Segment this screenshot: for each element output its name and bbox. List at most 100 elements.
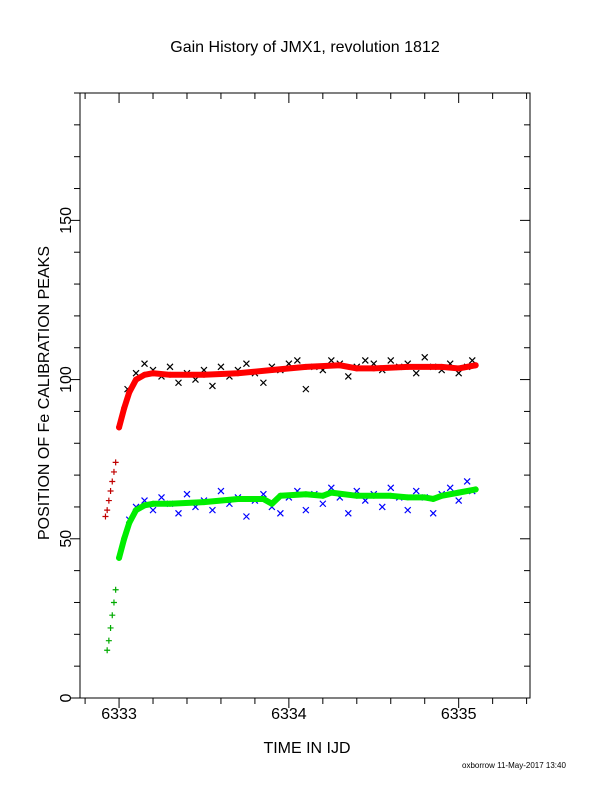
footer-note: oxborrow 11-May-2017 13:40 (462, 761, 566, 770)
data-point (344, 509, 352, 517)
fit-point (141, 371, 148, 378)
fit-point (387, 492, 394, 499)
fit-point (167, 500, 173, 507)
data-point (217, 487, 225, 495)
data-point (387, 484, 395, 492)
data-point (107, 624, 114, 631)
data-point (166, 363, 174, 371)
data-point (421, 353, 429, 361)
fit-point (133, 376, 140, 383)
fit-point (126, 389, 133, 396)
fit-point (234, 495, 241, 502)
fit-point (336, 362, 343, 369)
fit-point (353, 365, 360, 372)
fit-point (268, 367, 275, 374)
fit-point (404, 494, 411, 501)
data-point (319, 500, 327, 508)
axis-ticks (70, 92, 530, 708)
data-point (149, 506, 157, 514)
fit-point (328, 489, 335, 496)
plot-frame (79, 92, 531, 699)
data-point (361, 357, 369, 364)
data-point (327, 484, 335, 492)
data-point (429, 509, 437, 517)
data-point (175, 379, 182, 387)
fit-point (353, 492, 360, 499)
fit-point (438, 492, 445, 499)
fit-point (200, 371, 207, 378)
fit-point (302, 491, 309, 498)
data-point (209, 382, 216, 390)
data-point (158, 493, 165, 501)
fit-point (302, 363, 309, 370)
fit-point (141, 502, 148, 509)
x-tick-labels: 6333 6334 6335 (101, 706, 476, 723)
fit-point (121, 535, 128, 542)
y-tick-labels: 0 50 100 150 (58, 207, 75, 703)
data-point (105, 497, 112, 504)
y-tick-label: 150 (58, 207, 75, 234)
fit-point (319, 492, 326, 499)
data-point (217, 363, 225, 371)
fit-point (430, 495, 437, 502)
fit-point (370, 492, 377, 499)
data-point (378, 503, 386, 511)
x-axis-label: TIME IN IJD (263, 740, 350, 757)
y-tick-label: 100 (58, 366, 75, 393)
data-point (242, 360, 250, 368)
data-point (104, 507, 111, 514)
x-tick-label: 6335 (441, 706, 477, 723)
data-point (446, 484, 454, 492)
data-point (109, 612, 116, 619)
data-point (110, 468, 117, 475)
series-layer (102, 353, 479, 654)
fit-point (472, 362, 479, 369)
data-point (107, 488, 114, 495)
data-point (259, 379, 267, 387)
data-point (242, 513, 250, 520)
series-0 (102, 459, 119, 520)
fit-point (200, 499, 207, 506)
data-point (412, 487, 420, 495)
data-point (109, 478, 116, 485)
fit-point (116, 554, 123, 561)
series-5 (116, 486, 479, 561)
series-1 (104, 586, 119, 654)
data-point (455, 497, 463, 505)
data-point (209, 506, 216, 514)
fit-point (121, 405, 128, 412)
y-tick-label: 0 (58, 693, 75, 702)
data-point (105, 637, 112, 644)
chart-title: Gain History of JMX1, revolution 1812 (170, 39, 440, 56)
data-point (276, 509, 284, 517)
data-point (463, 478, 471, 485)
data-point (175, 509, 182, 517)
data-point (110, 599, 117, 606)
data-point (404, 506, 412, 514)
data-point (104, 647, 111, 654)
fit-point (421, 494, 428, 501)
fit-point (268, 500, 275, 507)
fit-point (167, 371, 173, 378)
fit-point (370, 365, 377, 372)
y-axis-label: POSITION OF Fe CALIBRATION PEAKS (36, 246, 53, 540)
data-point (327, 357, 335, 364)
fit-point (438, 363, 445, 370)
data-point (302, 506, 310, 514)
data-point (302, 385, 310, 393)
fit-point (150, 500, 157, 507)
fit-line (116, 486, 479, 561)
data-point (112, 586, 119, 593)
fit-point (150, 370, 157, 377)
fit-point (234, 370, 241, 377)
x-tick-label: 6334 (271, 706, 307, 723)
data-point (412, 369, 420, 377)
fit-point (404, 363, 411, 370)
series-3 (116, 362, 479, 431)
data-point (102, 513, 109, 520)
data-point (183, 490, 191, 498)
fit-point (116, 424, 123, 431)
data-point (112, 459, 119, 466)
fit-point (260, 495, 267, 502)
